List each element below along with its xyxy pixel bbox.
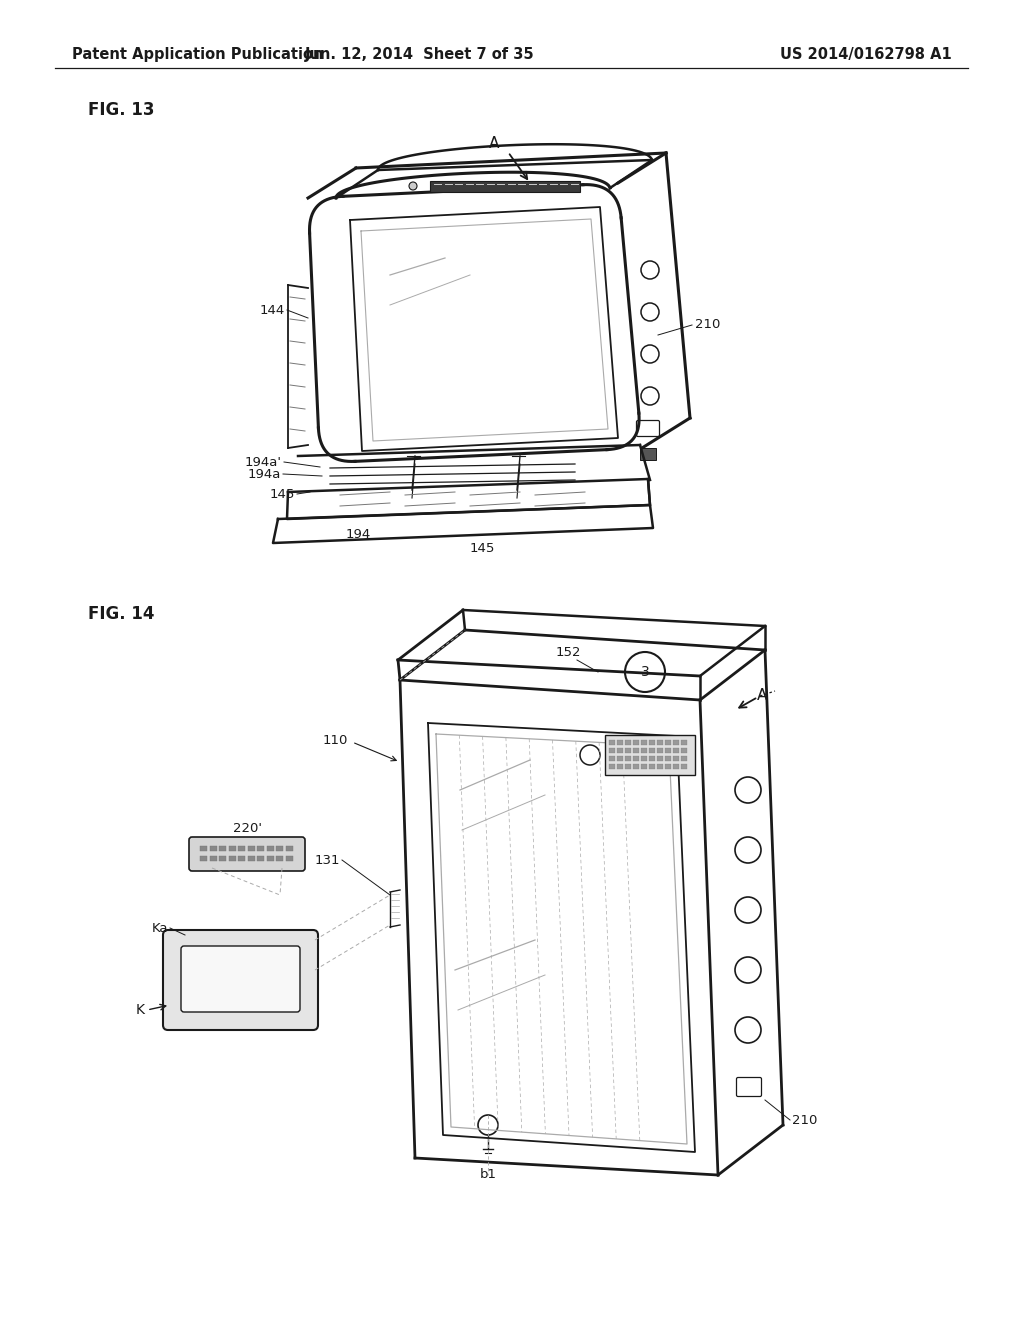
Bar (673, 756, 679, 762)
Bar (633, 741, 639, 744)
Bar (625, 764, 631, 770)
Bar (665, 764, 671, 770)
Bar (609, 764, 615, 770)
Bar (617, 756, 623, 762)
Text: 144: 144 (260, 304, 285, 317)
Text: 145: 145 (269, 487, 295, 500)
Bar (665, 748, 671, 752)
Circle shape (409, 182, 417, 190)
Text: 3: 3 (641, 665, 649, 678)
Bar (665, 756, 671, 762)
Text: 210: 210 (792, 1114, 817, 1126)
Text: 194a': 194a' (245, 455, 282, 469)
Bar (248, 846, 255, 851)
Bar (657, 764, 663, 770)
Bar (633, 748, 639, 752)
Bar (649, 748, 655, 752)
Bar (641, 748, 647, 752)
Bar (228, 855, 236, 861)
Bar (238, 846, 245, 851)
Bar (210, 846, 216, 851)
Bar (625, 741, 631, 744)
Text: A: A (757, 688, 767, 702)
Bar (276, 855, 283, 861)
FancyBboxPatch shape (189, 837, 305, 871)
Text: 194a: 194a (248, 467, 281, 480)
Text: Jun. 12, 2014  Sheet 7 of 35: Jun. 12, 2014 Sheet 7 of 35 (305, 48, 535, 62)
Bar (266, 855, 273, 861)
Bar (617, 764, 623, 770)
Bar (200, 846, 207, 851)
Bar (625, 748, 631, 752)
Bar (641, 764, 647, 770)
Bar (238, 855, 245, 861)
Text: 194: 194 (345, 528, 371, 541)
Bar (649, 741, 655, 744)
Text: Ka: Ka (152, 921, 168, 935)
Bar (665, 741, 671, 744)
Bar (657, 748, 663, 752)
Bar (219, 855, 226, 861)
Bar (657, 741, 663, 744)
Bar (266, 846, 273, 851)
Bar (276, 846, 283, 851)
Bar (649, 764, 655, 770)
Bar (657, 756, 663, 762)
Bar (673, 741, 679, 744)
Text: A: A (488, 136, 499, 152)
Bar (605, 735, 695, 775)
Bar (609, 741, 615, 744)
Bar (681, 764, 687, 770)
Bar (617, 748, 623, 752)
Bar (430, 181, 580, 191)
Text: US 2014/0162798 A1: US 2014/0162798 A1 (780, 48, 952, 62)
Bar (681, 756, 687, 762)
Text: 152: 152 (555, 647, 581, 660)
Bar (625, 756, 631, 762)
Bar (640, 447, 656, 459)
FancyBboxPatch shape (163, 931, 318, 1030)
Bar (286, 855, 293, 861)
Bar (641, 756, 647, 762)
Bar (257, 855, 264, 861)
Text: FIG. 13: FIG. 13 (88, 102, 155, 119)
Bar (219, 846, 226, 851)
FancyBboxPatch shape (181, 946, 300, 1012)
Bar (633, 764, 639, 770)
Bar (228, 846, 236, 851)
Text: Patent Application Publication: Patent Application Publication (72, 48, 324, 62)
Text: 145: 145 (469, 541, 495, 554)
Bar (649, 756, 655, 762)
Bar (210, 855, 216, 861)
Bar (681, 741, 687, 744)
Bar (673, 748, 679, 752)
Bar (609, 756, 615, 762)
Text: 131: 131 (314, 854, 340, 866)
Text: 220': 220' (232, 821, 261, 834)
Bar (633, 756, 639, 762)
Bar (673, 764, 679, 770)
Bar (248, 855, 255, 861)
Bar (681, 748, 687, 752)
Bar (286, 846, 293, 851)
Bar (617, 741, 623, 744)
Text: K: K (136, 1003, 145, 1016)
Text: FIG. 14: FIG. 14 (88, 605, 155, 623)
Bar (641, 741, 647, 744)
Bar (257, 846, 264, 851)
Text: 210: 210 (695, 318, 720, 331)
Text: b1: b1 (479, 1168, 497, 1181)
Bar (200, 855, 207, 861)
Text: 110: 110 (323, 734, 348, 747)
Bar (609, 748, 615, 752)
